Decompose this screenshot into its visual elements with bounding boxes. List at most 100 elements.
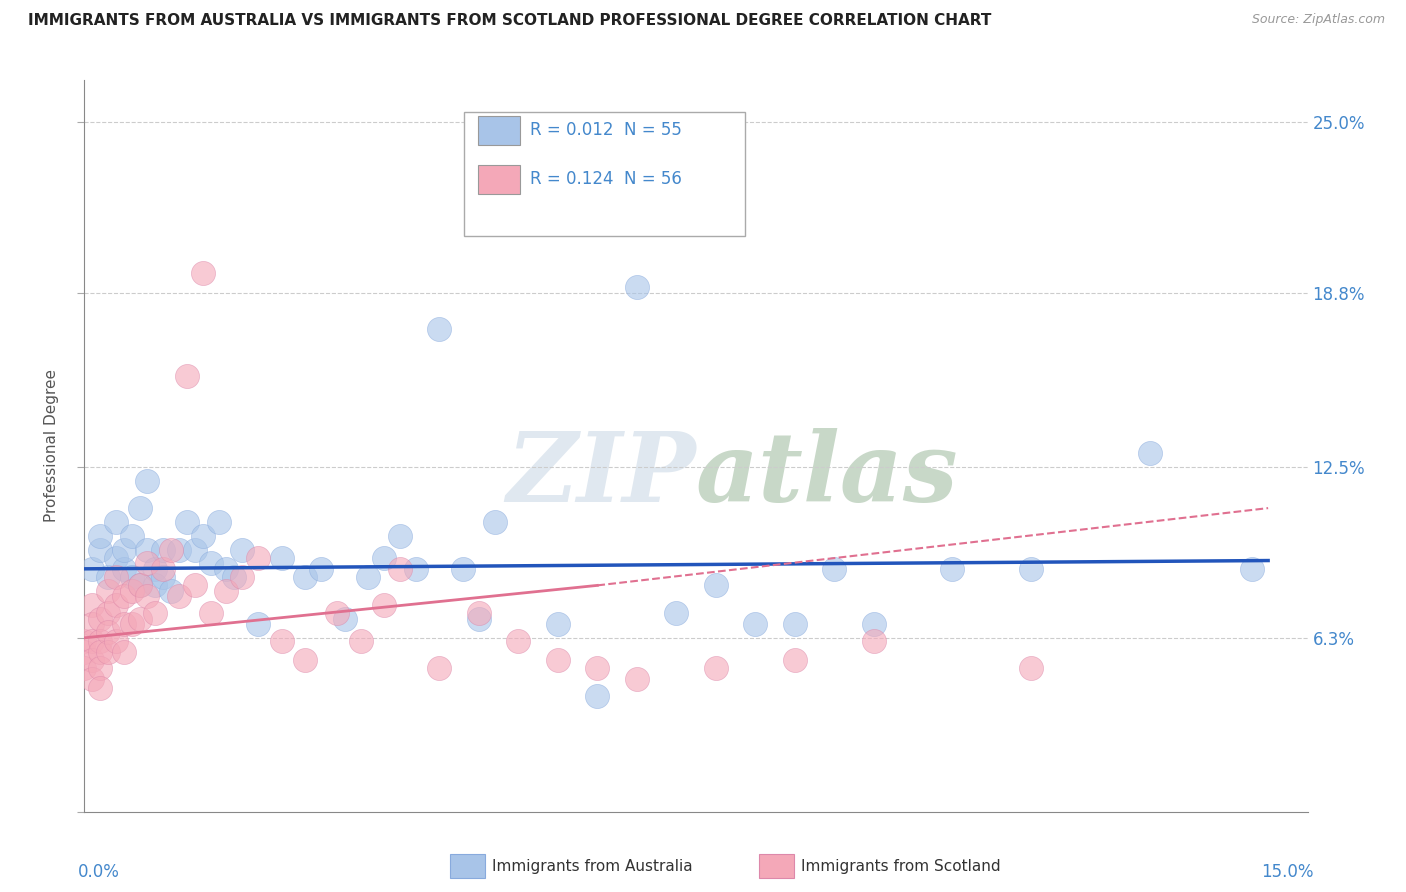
Point [104, 515, 127, 529]
Point [665, 606, 688, 620]
Point [270, 633, 292, 648]
Point [1241, 562, 1264, 576]
Point [468, 611, 491, 625]
Point [152, 542, 174, 557]
Point [405, 562, 427, 576]
Point [97, 625, 120, 640]
Point [200, 606, 222, 620]
Point [136, 542, 159, 557]
Point [231, 542, 253, 557]
Point [82, 617, 104, 632]
Point [73, 633, 96, 648]
Point [89, 661, 111, 675]
Point [112, 590, 135, 604]
Point [547, 617, 569, 632]
Point [349, 633, 371, 648]
Point [823, 562, 845, 576]
Point [484, 515, 506, 529]
Text: Source: ZipAtlas.com: Source: ZipAtlas.com [1251, 13, 1385, 27]
Point [145, 578, 167, 592]
Point [160, 542, 183, 557]
Point [89, 529, 111, 543]
Point [586, 689, 609, 703]
Point [176, 368, 198, 383]
Point [547, 653, 569, 667]
Point [215, 583, 238, 598]
Point [783, 653, 806, 667]
Point [73, 645, 96, 659]
Point [89, 633, 111, 648]
Point [270, 550, 292, 565]
Text: R = 0.012  N = 55: R = 0.012 N = 55 [530, 121, 682, 139]
Point [136, 590, 159, 604]
Point [1021, 562, 1043, 576]
Point [112, 542, 135, 557]
Point [389, 529, 412, 543]
Point [626, 672, 648, 686]
Point [104, 570, 127, 584]
Point [704, 661, 727, 675]
Point [128, 578, 150, 592]
Point [82, 653, 104, 667]
Point [231, 570, 253, 584]
Point [112, 645, 135, 659]
Point [373, 550, 395, 565]
Text: 0.0%: 0.0% [79, 863, 120, 881]
Point [97, 570, 120, 584]
Point [862, 633, 884, 648]
Point [97, 583, 120, 598]
Point [451, 562, 474, 576]
Point [176, 515, 198, 529]
Point [224, 570, 246, 584]
Point [429, 321, 451, 335]
Point [128, 578, 150, 592]
Point [429, 661, 451, 675]
Text: 15.0%: 15.0% [1261, 863, 1313, 881]
Point [152, 570, 174, 584]
Point [357, 570, 380, 584]
Point [294, 570, 316, 584]
Point [89, 681, 111, 695]
Point [82, 633, 104, 648]
Point [73, 661, 96, 675]
Point [167, 542, 190, 557]
Point [136, 474, 159, 488]
Point [862, 617, 884, 632]
Point [246, 617, 269, 632]
Point [89, 645, 111, 659]
Text: Immigrants from Australia: Immigrants from Australia [492, 859, 693, 873]
Point [309, 562, 332, 576]
Point [121, 583, 143, 598]
Text: R = 0.124  N = 56: R = 0.124 N = 56 [530, 170, 682, 188]
Point [626, 280, 648, 294]
Y-axis label: Professional Degree: Professional Degree [44, 369, 59, 523]
Point [326, 606, 349, 620]
Point [586, 661, 609, 675]
Point [136, 557, 159, 571]
Point [89, 542, 111, 557]
Point [744, 617, 766, 632]
Point [82, 598, 104, 612]
Point [128, 501, 150, 516]
Point [508, 633, 530, 648]
Point [508, 211, 530, 226]
Point [112, 562, 135, 576]
Point [207, 515, 229, 529]
Point [294, 653, 316, 667]
Point [184, 578, 207, 592]
Point [145, 562, 167, 576]
Point [104, 550, 127, 565]
Point [191, 267, 214, 281]
Point [104, 633, 127, 648]
Point [333, 611, 356, 625]
Text: atlas: atlas [696, 428, 959, 522]
Point [82, 562, 104, 576]
Point [200, 557, 222, 571]
Point [121, 529, 143, 543]
Point [112, 617, 135, 632]
Point [1021, 661, 1043, 675]
Point [941, 562, 963, 576]
Point [704, 578, 727, 592]
Point [97, 606, 120, 620]
Point [104, 598, 127, 612]
